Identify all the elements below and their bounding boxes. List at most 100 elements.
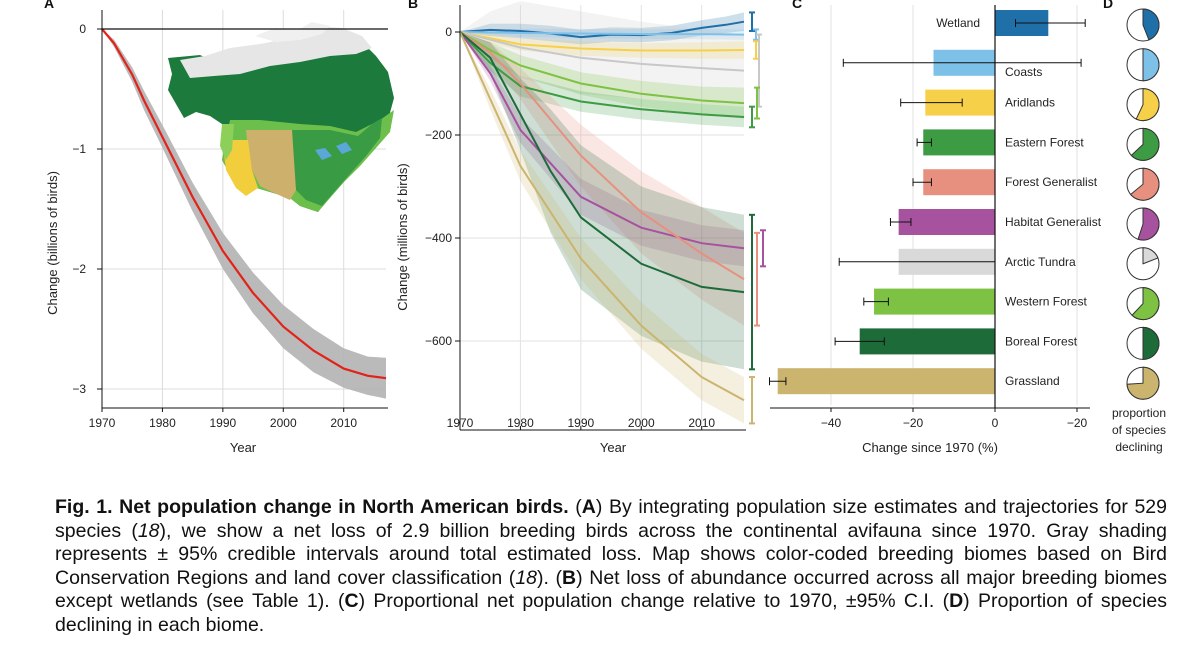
panel-b-grid: [460, 5, 744, 430]
caption-panel-ref: C: [344, 590, 359, 613]
panel-c-category-label: Eastern Forest: [1005, 135, 1084, 149]
panel-d-pie-slice: [1135, 88, 1160, 122]
caption-text: ) Proportion of species declining in eac…: [55, 590, 1167, 636]
panel-b-x-tick-label: 1970: [447, 416, 474, 430]
panel-c-axes: −40 −20 0 −20: [770, 5, 1090, 430]
panel-a-total-loss-line: [101, 28, 387, 380]
panel-b-series-line: [459, 31, 745, 281]
panel-b-series: [459, 20, 745, 402]
caption-text: ), we show a net loss of 2.9 billion bre…: [55, 519, 1167, 589]
panel-a-label: A: [44, 0, 54, 11]
panel-c-bars: Wetland Coasts Aridlands Eastern Forest Fore…: [769, 10, 1102, 395]
caption-title: Fig. 1. Net population change in North A…: [55, 496, 569, 518]
panel-d-pie-slice: [1130, 127, 1160, 161]
panel-c-x-tick-label: −20: [1067, 416, 1088, 430]
panel-b-band: [460, 32, 744, 326]
panel-b-series-line: [459, 31, 745, 105]
caption-text: ) By integrating population size estimat…: [55, 496, 1167, 542]
caption-text: (: [568, 496, 582, 518]
panel-a-y-tick-label: −1: [72, 142, 86, 156]
panel-c-bar: [898, 209, 995, 235]
panel-b-label: B: [408, 0, 418, 11]
panel-a-series: [101, 28, 387, 380]
panel-b-axes: 1970 1980 1990 2000 2010 0 −200 −400 −600: [425, 5, 746, 431]
panel-d-pie-slice: [1142, 48, 1160, 82]
panel-d-footer-1: proportion: [1112, 406, 1166, 420]
panel-b-series-line: [459, 31, 745, 402]
caption-panel-ref: D: [949, 590, 964, 613]
panel-c-category-label: Aridlands: [1005, 96, 1055, 110]
caption-text: ) Net loss of abundance occurred across …: [55, 566, 1167, 613]
panel-a-x-tick-label: 2000: [270, 416, 297, 430]
north-america-biome-map: [168, 22, 394, 212]
panel-b-series-line: [459, 31, 745, 72]
panel-d-label: D: [1103, 0, 1113, 11]
panel-d-pie-slice: [1131, 287, 1160, 321]
panel-c-bar: [923, 129, 995, 156]
panel-b-end-intervals: [749, 11, 766, 425]
panel-c-category-label: Coasts: [1005, 65, 1042, 79]
panel-b-band: [460, 32, 744, 267]
panel-a-x-tick-label: 1980: [149, 416, 176, 430]
panel-a-credible-band: [102, 29, 386, 399]
caption-panel-ref: A: [581, 496, 596, 518]
panel-b-x-tick-label: 2000: [628, 416, 655, 430]
caption-reference: 18: [515, 566, 538, 589]
panel-b-series-line: [459, 31, 745, 36]
panel-c-category-label: Forest Generalist: [1005, 175, 1098, 189]
panel-c-category-label: Western Forest: [1005, 295, 1087, 309]
panel-b-x-tick-label: 1980: [507, 416, 534, 430]
panel-a-x-tick-label: 1970: [89, 416, 116, 430]
panel-a: A 1970 1980 1990 2000 2010 0 −1 −2 −3 Change (bi…: [44, 0, 394, 455]
panel-c-category-label: Habitat Generalist: [1005, 215, 1102, 229]
panel-b-y-tick-label: −200: [425, 128, 452, 142]
panel-d-pie-slice: [1142, 326, 1160, 360]
panel-a-axes: 1970 1980 1990 2000 2010 0 −1 −2 −3: [72, 10, 388, 430]
panel-b-series-line: [459, 31, 745, 250]
panel-b-band: [460, 32, 744, 370]
panel-b-xlabel: Year: [600, 440, 627, 455]
panel-b-y-tick-label: −600: [425, 334, 452, 348]
panel-a-ylabel: Change (billions of birds): [45, 171, 60, 315]
panel-d-footer-3: declining: [1115, 440, 1162, 454]
panel-b-ylabel: Change (millions of birds): [395, 163, 410, 310]
panel-a-x-tick-label: 2010: [330, 416, 357, 430]
panel-b-series-line: [459, 31, 745, 118]
panel-c-xlabel: Change since 1970 (%): [862, 440, 998, 455]
panel-b-y-tick-label: 0: [445, 25, 452, 39]
panel-b-y-tick-label: −400: [425, 231, 452, 245]
panel-d-pie-slice: [1129, 167, 1160, 201]
panel-a-y-tick-label: 0: [79, 22, 86, 36]
panel-b-band: [460, 1, 744, 107]
panel-a-band: [102, 29, 386, 399]
panel-b-series-line: [459, 31, 745, 294]
panel-c-category-label: Wetland: [936, 16, 980, 30]
panel-b-band: [460, 32, 744, 59]
panel-b-x-tick-label: 1990: [567, 416, 594, 430]
panel-a-xlabel: Year: [230, 440, 257, 455]
panel-c-x-tick-label: 0: [992, 416, 999, 430]
panel-d-pie-slice: [1126, 366, 1160, 400]
panel-c-label: C: [792, 0, 802, 11]
panel-d-pie-slice: [1142, 247, 1159, 265]
panel-d-footer-2: of species: [1112, 423, 1166, 437]
panel-c-bar: [777, 368, 995, 395]
panel-c-x-tick-label: −40: [821, 416, 842, 430]
panel-d-pies: [1126, 8, 1160, 400]
panel-b-band: [460, 32, 744, 128]
panel-a-y-tick-label: −3: [72, 382, 86, 396]
panel-c: C Wetland Coasts Aridlands Eastern Forest Fo…: [769, 0, 1102, 455]
figure-caption: Fig. 1. Net population change in North A…: [55, 496, 1167, 638]
caption-reference: 18: [137, 519, 160, 542]
panel-b: B 1970 1980 1990 2000 2010 0 −200 −400 −600 Chan…: [395, 0, 766, 455]
panel-d: D proportion of species declining: [1103, 0, 1166, 454]
panel-c-category-label: Boreal Forest: [1005, 334, 1078, 348]
panel-d-pie-slice: [1137, 207, 1160, 241]
panel-c-x-tick-label: −20: [903, 416, 924, 430]
figure: A 1970 1980 1990 2000 2010 0 −1 −2 −3 Change (bi…: [44, 0, 1166, 455]
caption-text: ) Proportional net population change rel…: [358, 590, 950, 613]
panel-b-band: [460, 12, 744, 45]
panel-a-y-tick-label: −2: [72, 262, 86, 276]
panel-c-category-label: Arctic Tundra: [1005, 255, 1076, 269]
panel-c-category-label: Grassland: [1005, 374, 1060, 388]
